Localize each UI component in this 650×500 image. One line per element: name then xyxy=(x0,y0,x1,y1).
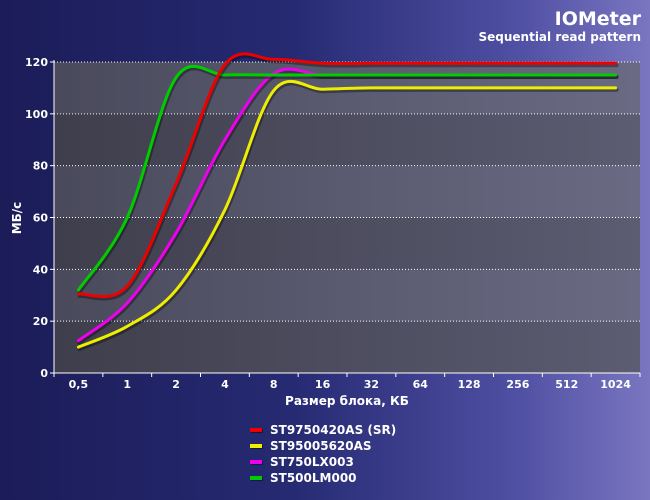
series-shadow xyxy=(77,66,619,295)
plot-band xyxy=(54,269,640,322)
series-0 xyxy=(76,52,619,301)
y-axis-label: МБ/с xyxy=(10,202,24,235)
y-tick-label: 0 xyxy=(40,367,48,380)
x-tick-label: 2 xyxy=(172,378,180,391)
series-lines xyxy=(76,52,619,352)
plot-band xyxy=(54,113,640,166)
series-3 xyxy=(76,64,619,295)
y-tick-label: 40 xyxy=(33,263,49,276)
x-tick-label: 1024 xyxy=(600,378,631,391)
series-line xyxy=(76,64,618,292)
legend: ST9750420AS (SR) ST95005620AS ST750LX003 ST… xyxy=(250,423,396,485)
y-axis-ticks: 0 20 40 60 80 100 120 xyxy=(25,56,54,380)
series-1 xyxy=(76,79,619,352)
legend-label: ST95005620AS xyxy=(270,439,372,453)
plot-band xyxy=(54,321,640,373)
y-tick-label: 80 xyxy=(33,160,49,173)
x-tick-label: 16 xyxy=(315,378,331,391)
series-shadow xyxy=(77,81,619,352)
x-tick-label: 32 xyxy=(364,378,379,391)
plot-band xyxy=(54,165,640,218)
x-tick-label: 128 xyxy=(458,378,481,391)
chart-subtitle: Sequential read pattern xyxy=(478,30,641,44)
x-tick-label: 8 xyxy=(270,378,278,391)
series-shadow xyxy=(77,53,619,301)
x-tick-label: 0,5 xyxy=(69,378,89,391)
chart-title: IOMeter xyxy=(555,8,642,30)
x-tick-label: 512 xyxy=(555,378,578,391)
y-tick-label: 120 xyxy=(25,56,48,69)
series-line xyxy=(76,79,618,349)
x-axis-ticks: 0,5 1 2 4 8 16 32 64 128 256 512 1024 xyxy=(53,373,641,391)
x-tick-label: 1 xyxy=(123,378,131,391)
series-shadow xyxy=(77,69,619,345)
legend-label: ST9750420AS (SR) xyxy=(270,423,396,437)
x-tick-label: 64 xyxy=(413,378,429,391)
y-tick-label: 20 xyxy=(33,315,49,328)
y-tick-label: 100 xyxy=(25,108,48,121)
x-axis-label: Размер блока, КБ xyxy=(285,394,409,408)
x-tick-label: 256 xyxy=(506,378,529,391)
legend-label: ST750LX003 xyxy=(270,455,354,469)
x-tick-label: 4 xyxy=(221,378,229,391)
legend-label: ST500LM000 xyxy=(270,471,357,485)
series-line xyxy=(76,52,618,298)
y-tick-label: 60 xyxy=(33,212,49,225)
